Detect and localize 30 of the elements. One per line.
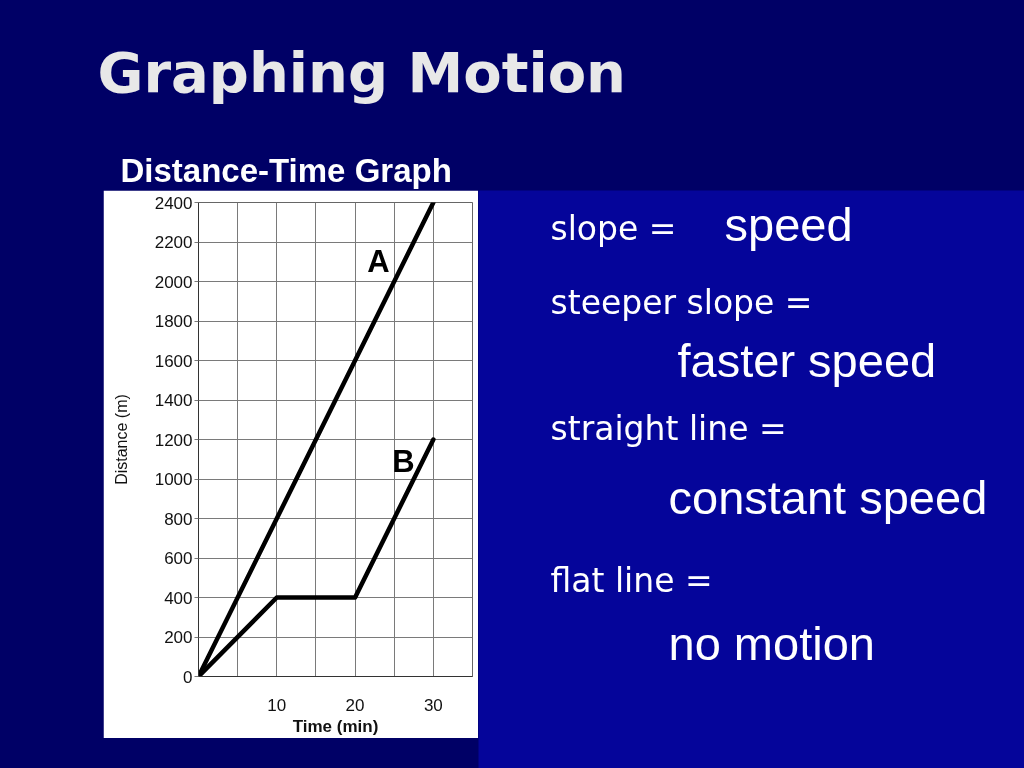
y-tick-label: 1800 bbox=[154, 312, 193, 331]
y-tick-label: 2400 bbox=[154, 193, 193, 213]
text: slope = bbox=[550, 209, 677, 248]
y-tick-label: 1000 bbox=[154, 470, 193, 489]
text: no motion bbox=[668, 617, 875, 670]
y-tick-label: 1600 bbox=[154, 351, 193, 371]
y-axis-title: Distance (m) bbox=[112, 394, 130, 485]
y-tick-label: 600 bbox=[164, 549, 193, 568]
text: steeper slope = bbox=[550, 283, 813, 322]
text: straight line = bbox=[550, 409, 787, 448]
y-tick-label: 800 bbox=[164, 509, 193, 529]
y-tick-label: 2000 bbox=[154, 272, 193, 292]
text: flat line = bbox=[550, 561, 713, 600]
y-tick-label: 1200 bbox=[154, 430, 193, 450]
chart-subtitle: Distance-Time Graph bbox=[120, 152, 452, 189]
series-label: A bbox=[367, 244, 390, 279]
y-tick-label: 2200 bbox=[154, 233, 193, 252]
y-tick-label: 1400 bbox=[154, 391, 193, 410]
y-tick-label: 200 bbox=[164, 628, 193, 647]
x-tick-label: 20 bbox=[345, 695, 365, 715]
text: faster speed bbox=[677, 334, 937, 387]
y-tick-label: 400 bbox=[164, 588, 193, 608]
text: speed bbox=[724, 198, 853, 251]
y-tick-label: 0 bbox=[183, 667, 193, 687]
series-label: B bbox=[392, 444, 415, 479]
chart-title: Graphing Motion bbox=[97, 40, 626, 105]
x-axis-title: Time (min) bbox=[292, 716, 379, 736]
x-tick-label: 10 bbox=[267, 695, 287, 715]
x-tick-label: 30 bbox=[423, 695, 443, 715]
text: constant speed bbox=[668, 471, 988, 524]
